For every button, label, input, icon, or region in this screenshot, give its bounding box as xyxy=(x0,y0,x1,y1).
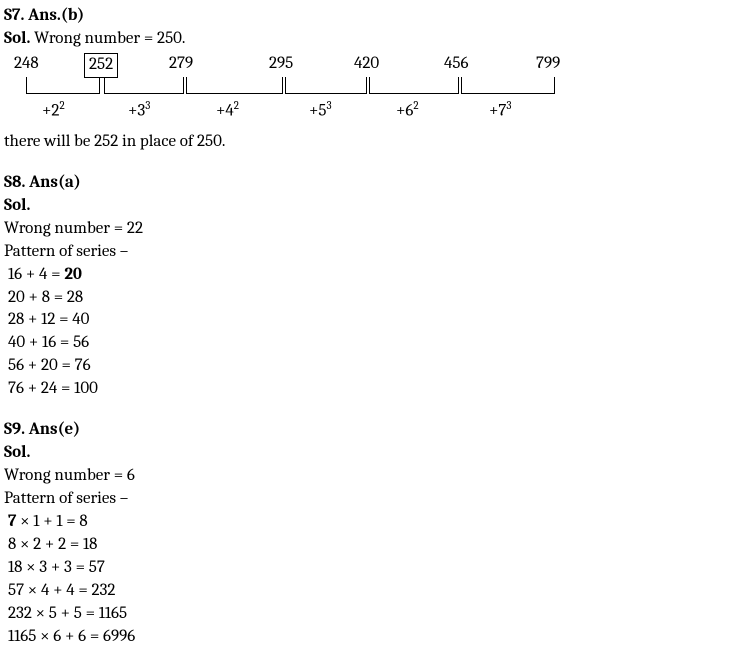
series-number: 456 xyxy=(444,53,468,76)
s9-line: 57 × 4 + 4 = 232 xyxy=(8,580,753,603)
series-number: 279 xyxy=(169,53,193,76)
s8-line-0: 16 + 4 = 20 xyxy=(8,264,753,287)
s7-header: S7. Ans.(b) xyxy=(4,5,753,28)
solution-8: S8. Ans(a) Sol. Wrong number = 22 Patter… xyxy=(4,172,753,401)
bracket xyxy=(285,77,367,94)
solution-7: S7. Ans.(b) Sol. Wrong number = 250. 248… xyxy=(4,5,753,154)
sol-label: Sol. xyxy=(4,195,753,218)
s8-header: S8. Ans(a) xyxy=(4,172,753,195)
series-number: 295 xyxy=(269,53,293,76)
s9-line: 1165 × 6 + 6 = 6996 xyxy=(8,626,753,649)
s8-pattern-label: Pattern of series – xyxy=(4,241,753,264)
bracket xyxy=(186,77,283,94)
sol-label: Sol. xyxy=(4,29,30,48)
s7-sol-line: Sol. Wrong number = 250. xyxy=(4,28,753,51)
increment-label: +42 xyxy=(216,99,239,124)
s8-line: 40 + 16 = 56 xyxy=(8,332,753,355)
s7-diagram: 248 252 279 295 420 456 799 +22 +33 +42 +53 +62 +73 xyxy=(4,53,753,131)
sol-label: Sol. xyxy=(4,442,753,465)
bracket xyxy=(461,77,555,94)
s9-line: 232 × 5 + 5 = 1165 xyxy=(8,603,753,626)
s9-header: S9. Ans(e) xyxy=(4,419,753,442)
series-number: 420 xyxy=(354,53,379,76)
bracket xyxy=(369,77,459,94)
series-number: 252 xyxy=(84,53,118,78)
increment-label: +33 xyxy=(128,99,150,124)
bracket xyxy=(26,77,100,94)
s9-line: 8 × 2 + 2 = 18 xyxy=(8,534,753,557)
increment-label: +53 xyxy=(309,99,332,124)
s8-line: 76 + 24 = 100 xyxy=(8,378,753,401)
s7-conclusion: there will be 252 in place of 250. xyxy=(4,131,753,154)
s8-line: 20 + 8 = 28 xyxy=(8,287,753,310)
s9-line: 18 × 3 + 3 = 57 xyxy=(8,557,753,580)
increment-label: +22 xyxy=(42,99,65,124)
s8-line: 56 + 20 = 76 xyxy=(8,355,753,378)
series-number: 799 xyxy=(536,53,560,76)
s7-wrong: Wrong number = 250. xyxy=(30,29,185,48)
increment-label: +62 xyxy=(396,99,419,124)
solution-9: S9. Ans(e) Sol. Wrong number = 6 Pattern… xyxy=(4,419,753,648)
series-number: 248 xyxy=(14,53,39,76)
s9-line-0: 7 × 1 + 1 = 8 xyxy=(8,511,753,534)
increment-label: +73 xyxy=(489,99,512,124)
bracket xyxy=(104,77,184,94)
s8-line: 28 + 12 = 40 xyxy=(8,309,753,332)
s9-wrong: Wrong number = 6 xyxy=(4,465,753,488)
s9-pattern-label: Pattern of series – xyxy=(4,488,753,511)
s8-wrong: Wrong number = 22 xyxy=(4,218,753,241)
